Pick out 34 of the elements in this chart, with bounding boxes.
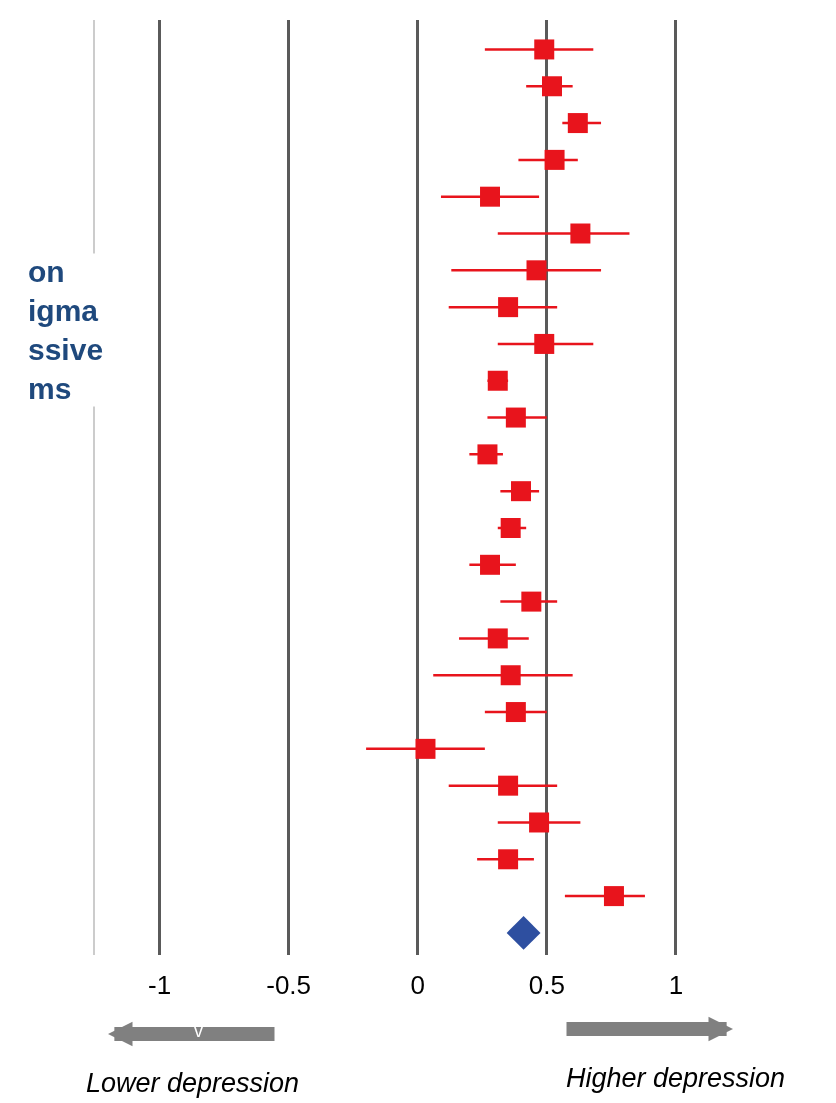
point: [415, 738, 436, 759]
x-tick-label: -1: [147, 970, 172, 1000]
point: [544, 149, 565, 170]
point: [567, 113, 588, 134]
x-tick-label: 1: [668, 970, 684, 1000]
point: [498, 775, 519, 796]
text: v: [194, 1021, 203, 1041]
point: [526, 260, 547, 281]
point: [603, 886, 624, 907]
annotation: on igma ssive ms: [28, 255, 104, 405]
point: [480, 554, 501, 575]
point: [498, 849, 519, 870]
text: Higher depression: [566, 1063, 786, 1093]
point: [500, 517, 521, 538]
point: [505, 407, 526, 428]
point: [505, 702, 526, 723]
x-tick-label: -0.5: [266, 970, 312, 1000]
point: [487, 628, 508, 649]
point: [534, 39, 555, 60]
point: [477, 444, 498, 465]
point: [498, 297, 519, 318]
point: [506, 916, 541, 950]
point: [521, 591, 542, 612]
point: [529, 812, 550, 833]
point: [534, 333, 555, 354]
x-tick-label: 0.5: [528, 970, 565, 1000]
text: Lower depression: [86, 1068, 300, 1098]
point: [511, 481, 532, 502]
x-tick-label: 0: [410, 970, 425, 1000]
point: [487, 370, 508, 391]
point: [570, 223, 591, 244]
point: [480, 186, 501, 207]
point: [541, 76, 562, 97]
point: [500, 665, 521, 686]
